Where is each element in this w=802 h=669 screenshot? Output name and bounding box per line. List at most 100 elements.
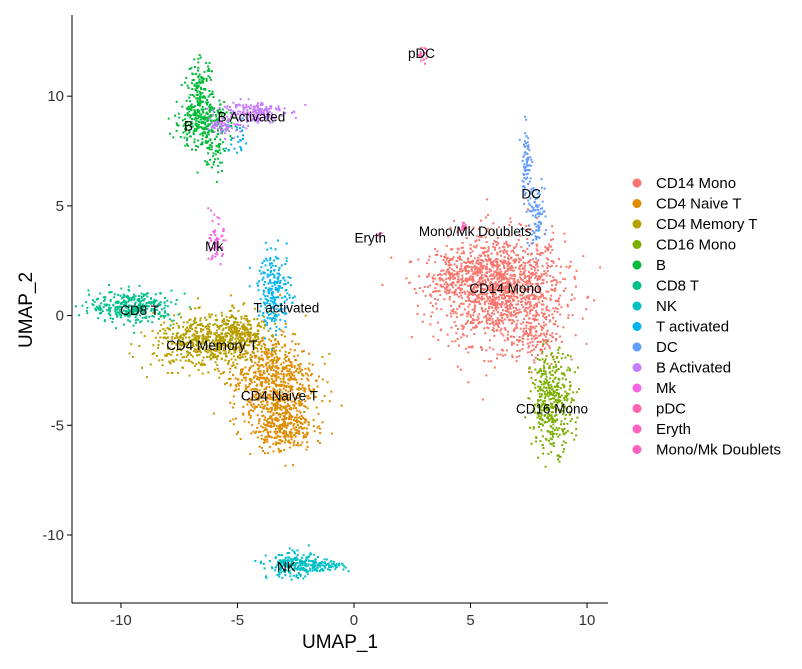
- data-point: [252, 394, 255, 397]
- data-point: [557, 381, 560, 384]
- data-point: [519, 234, 522, 237]
- data-point: [455, 312, 458, 315]
- data-point: [158, 303, 161, 306]
- data-point: [520, 264, 523, 267]
- data-point: [500, 304, 503, 307]
- data-point: [113, 293, 116, 296]
- data-point: [285, 410, 287, 413]
- data-point: [290, 387, 293, 390]
- data-point: [570, 432, 573, 435]
- data-point: [212, 108, 215, 110]
- data-point: [195, 331, 198, 334]
- data-point: [209, 76, 212, 79]
- data-point: [315, 567, 318, 570]
- data-point: [545, 297, 548, 300]
- data-point: [299, 370, 302, 373]
- data-point: [145, 316, 148, 319]
- data-point: [235, 343, 238, 346]
- data-point: [531, 340, 534, 343]
- data-point: [130, 343, 133, 346]
- data-point: [259, 562, 262, 565]
- data-point: [215, 349, 218, 352]
- data-point: [283, 568, 286, 571]
- data-point: [151, 353, 154, 356]
- data-point: [509, 274, 512, 277]
- data-point: [283, 407, 286, 410]
- data-point: [504, 309, 507, 312]
- data-point: [178, 312, 181, 315]
- data-point: [551, 249, 554, 251]
- data-point: [553, 406, 556, 409]
- data-point: [207, 371, 210, 374]
- data-point: [501, 354, 504, 357]
- data-point: [487, 254, 490, 257]
- data-point: [297, 577, 300, 579]
- data-point: [152, 311, 155, 314]
- data-point: [232, 342, 235, 345]
- data-point: [539, 348, 542, 351]
- data-point: [191, 73, 194, 76]
- data-point: [308, 352, 311, 355]
- data-point: [120, 287, 123, 290]
- data-point: [478, 300, 481, 303]
- data-point: [496, 278, 499, 281]
- data-point: [537, 399, 539, 402]
- data-point: [554, 420, 557, 423]
- data-point: [288, 404, 291, 407]
- data-point: [120, 306, 123, 309]
- data-point: [458, 255, 461, 258]
- data-point: [503, 249, 506, 251]
- data-point: [182, 334, 185, 337]
- data-point: [313, 565, 316, 567]
- data-point: [549, 437, 552, 440]
- data-point: [502, 293, 505, 296]
- data-point: [512, 290, 515, 293]
- data-point: [248, 412, 251, 415]
- data-point: [279, 571, 282, 574]
- data-point: [213, 356, 216, 359]
- data-point: [574, 421, 577, 424]
- data-point: [547, 243, 550, 246]
- data-point: [128, 289, 131, 292]
- data-point: [265, 424, 268, 427]
- data-point: [175, 122, 178, 125]
- data-point: [490, 261, 493, 264]
- data-point: [496, 261, 499, 264]
- data-point: [500, 273, 503, 276]
- data-point: [563, 423, 565, 425]
- data-point: [552, 307, 555, 310]
- data-point: [166, 327, 169, 329]
- data-point: [234, 317, 237, 319]
- data-point: [284, 570, 287, 573]
- data-point: [496, 353, 499, 356]
- data-point: [516, 279, 519, 282]
- data-point: [194, 110, 197, 113]
- data-point: [321, 378, 324, 381]
- data-point: [303, 564, 306, 567]
- data-point: [498, 247, 501, 249]
- data-point: [116, 306, 119, 308]
- data-point: [256, 330, 259, 333]
- data-point: [265, 438, 268, 441]
- data-point: [543, 360, 546, 363]
- data-point: [197, 66, 200, 69]
- data-point: [194, 123, 197, 126]
- data-point: [313, 430, 316, 433]
- data-point: [556, 388, 559, 391]
- data-point: [558, 346, 561, 349]
- data-point: [255, 384, 258, 387]
- data-point: [569, 260, 572, 263]
- data-point: [539, 291, 542, 294]
- data-point: [507, 330, 509, 333]
- data-point: [251, 355, 254, 358]
- data-point: [535, 295, 538, 298]
- data-point: [463, 283, 466, 286]
- data-point: [277, 357, 280, 360]
- data-point: [436, 253, 439, 256]
- data-point: [510, 313, 513, 316]
- data-point: [231, 331, 234, 334]
- data-point: [250, 381, 253, 384]
- data-point: [236, 321, 239, 324]
- data-point: [235, 327, 238, 330]
- data-point: [195, 112, 198, 115]
